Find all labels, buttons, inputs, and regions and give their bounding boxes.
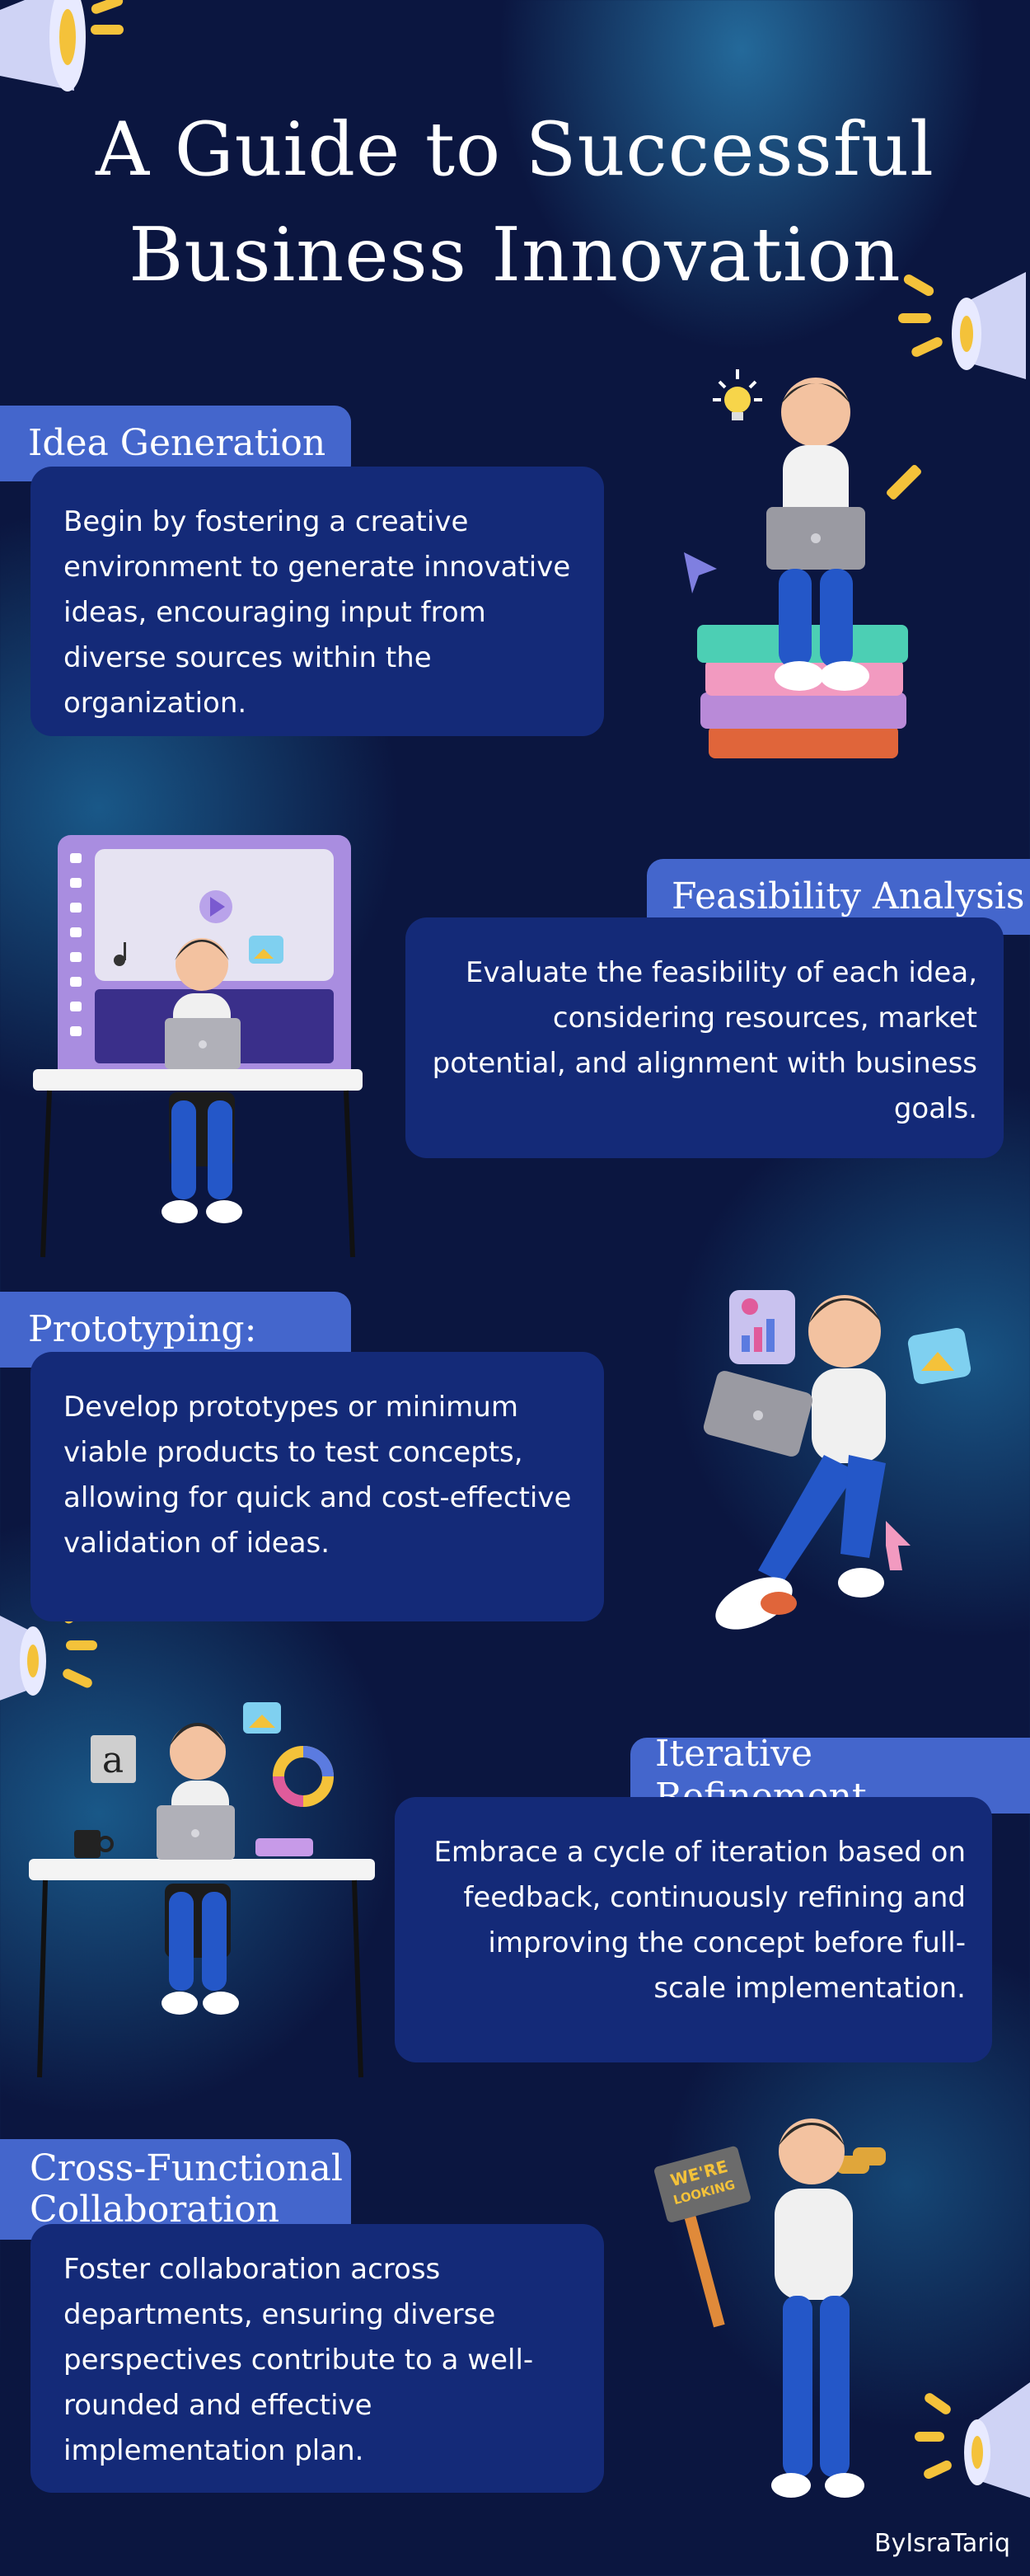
title-line-2: Business Innovation — [129, 212, 901, 298]
sign-icon: WE'RE LOOKING — [654, 2146, 751, 2328]
image-icon — [907, 1327, 971, 1385]
heading-line-2: Collaboration — [30, 2189, 280, 2231]
megaphone-icon — [0, 0, 124, 91]
binoculars-icon — [836, 2147, 886, 2174]
laptop-icon — [157, 1805, 235, 1860]
coffee-mug-icon — [74, 1830, 114, 1858]
donut-chart-icon — [273, 1746, 334, 1807]
laptop-icon — [766, 507, 865, 570]
chart-icon — [729, 1290, 795, 1364]
image-icon — [249, 936, 283, 964]
svg-text:a: a — [102, 1739, 124, 1781]
section-card-cross-functional-collaboration: Foster collaboration across departments,… — [30, 2224, 604, 2493]
cursor-icon — [886, 1521, 911, 1570]
laptop-icon — [703, 1371, 813, 1457]
heading-line-1: Cross-Functional — [30, 2147, 343, 2189]
section-card-feasibility-analysis: Evaluate the feasibility of each idea, c… — [405, 917, 1004, 1158]
play-icon — [199, 890, 232, 923]
lightbulb-icon — [713, 369, 762, 420]
person-with-sign-illustration: WE'RE LOOKING — [654, 2119, 886, 2498]
floating-person-laptop-illustration — [703, 1290, 971, 1630]
laptop-icon — [165, 1018, 241, 1069]
title-line-1: A Guide to Successful — [96, 106, 934, 193]
section-card-iterative-refinement: Embrace a cycle of iteration based on fe… — [395, 1797, 992, 2062]
person-at-desk-icons-illustration: a — [29, 1702, 375, 2078]
music-note-icon — [114, 942, 126, 966]
megaphone-icon — [898, 272, 1026, 379]
person-at-desk-video-illustration — [33, 835, 363, 1258]
page-title: A Guide to Successful Business Innovatio… — [0, 97, 1030, 308]
person-on-books-illustration — [684, 369, 921, 758]
section-card-idea-generation: Begin by fostering a creative environmen… — [30, 467, 604, 736]
author-credit: ByIsraTariq — [874, 2529, 1010, 2558]
section-heading-cross-functional-collaboration: Cross-Functional Collaboration — [0, 2139, 351, 2240]
pencil-icon — [887, 465, 921, 500]
section-card-prototyping: Develop prototypes or minimum viable pro… — [30, 1352, 604, 1621]
cursor-icon — [684, 552, 717, 594]
section-heading-idea-generation: Idea Generation — [0, 406, 351, 481]
image-icon — [243, 1702, 281, 1734]
megaphone-icon — [915, 2382, 1030, 2498]
